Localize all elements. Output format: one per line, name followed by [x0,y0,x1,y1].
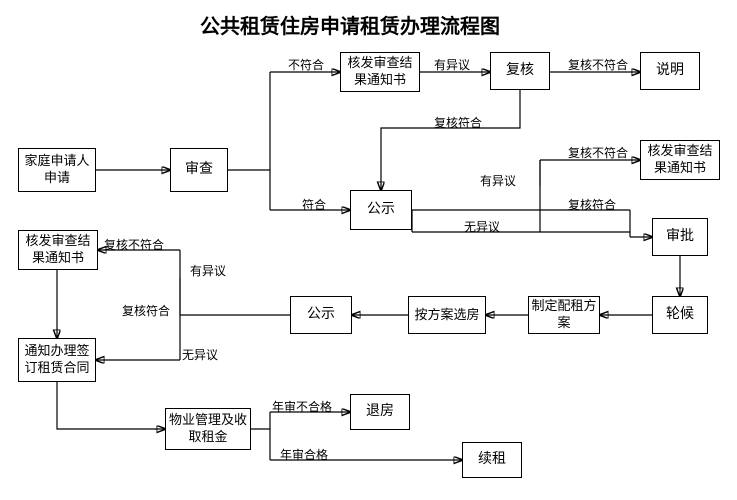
label-l9: 无异议 [464,218,500,235]
label-l14: 年审不合格 [272,398,332,415]
label-l12: 复核符合 [122,302,170,319]
flowchart-canvas: 公共租赁住房申请租赁办理流程图 家庭申请人申请 审查 核发审查结果通知书 复核 … [0,0,737,500]
node-approve: 审批 [652,218,708,256]
node-moveout: 退房 [350,394,410,430]
label-l6: 有异议 [480,172,516,189]
node-select: 按方案选房 [408,296,486,334]
node-notice2: 核发审查结果通知书 [640,140,720,180]
node-wait: 轮候 [652,296,708,334]
label-l7: 复核不符合 [568,144,628,161]
node-explain: 说明 [640,52,700,90]
label-l1: 不符合 [288,56,324,73]
node-publicity2: 公示 [290,296,352,334]
node-plan: 制定配租方案 [528,296,600,334]
node-recheck: 复核 [490,52,550,90]
node-review: 审查 [170,148,228,192]
label-l3: 复核不符合 [568,56,628,73]
node-propmgmt: 物业管理及收取租金 [165,408,251,450]
node-renew: 续租 [462,442,522,478]
node-publicity1: 公示 [350,190,412,230]
label-l11: 有异议 [190,262,226,279]
label-l8: 复核符合 [568,196,616,213]
label-l2: 有异议 [434,56,470,73]
label-l5: 符合 [302,196,326,213]
node-apply: 家庭申请人申请 [18,148,96,192]
node-notice3: 核发审查结果通知书 [18,230,98,270]
node-notice1: 核发审查结果通知书 [340,52,420,92]
chart-title: 公共租赁住房申请租赁办理流程图 [200,10,500,39]
label-l4: 复核符合 [434,114,482,131]
label-l15: 年审合格 [280,446,328,463]
node-sign: 通知办理签订租赁合同 [18,338,96,382]
label-l13: 无异议 [182,346,218,363]
label-l10: 复核不符合 [104,236,164,253]
